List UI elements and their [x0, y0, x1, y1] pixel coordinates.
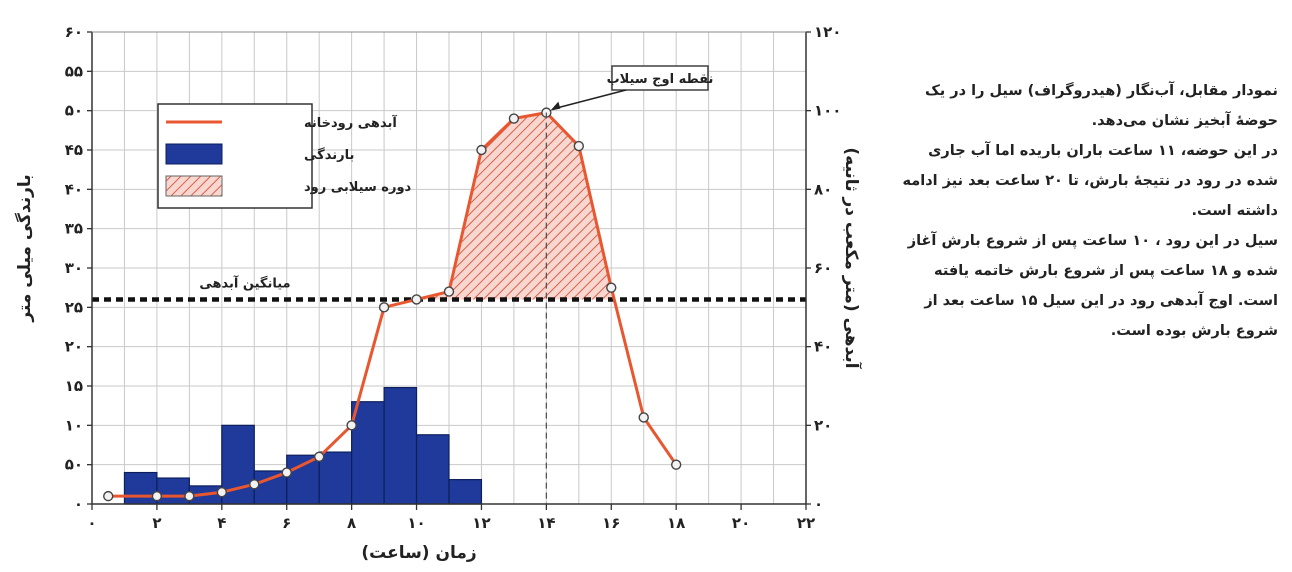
- discharge-path: [108, 111, 678, 498]
- rainfall-bar: [253, 470, 288, 505]
- rainfall-bars: [123, 386, 483, 505]
- x-tick-label: ۰: [87, 514, 96, 532]
- description-text: نمودار مقابل، آب‌نگار (هیدروگراف) سیل را…: [898, 76, 1279, 346]
- discharge-point: [508, 113, 520, 124]
- left-tick-label: ۵۰: [65, 102, 83, 120]
- x-tick-label: ۲۲: [797, 514, 815, 532]
- axes: ۰۵۰۱۰۱۵۲۰۲۵۳۰۳۵۴۰۴۵۵۰۵۵۶۰۰۲۰۴۰۶۰۸۰۱۰۰۱۲۰…: [14, 23, 863, 563]
- x-tick-label: ۱۲: [472, 514, 490, 532]
- rainfall-bar: [448, 479, 483, 505]
- peak-label-box: [611, 65, 709, 91]
- chart-svg: میانگین آبدهی ۰۵۰۱۰۱۵۲۰۲۵۳۰۳۵۴۰۴۵۵۰۵۵۶۰۰…: [14, 23, 863, 563]
- discharge-point: [281, 467, 292, 478]
- x-tick-label: ۱۸: [667, 514, 685, 532]
- description-paragraph-3: سیل در این رود ، ۱۰ ساعت پس از شروع بارش…: [907, 233, 1278, 339]
- mean-discharge-line: میانگین آبدهی: [92, 274, 806, 302]
- left-tick-label: ۲۰: [65, 338, 83, 356]
- discharge-point: [606, 282, 617, 293]
- x-tick-label: ۱۶: [602, 514, 620, 532]
- rainfall-bar: [351, 401, 385, 505]
- right-tick-label: ۸۰: [814, 180, 832, 198]
- description-paragraph-1: نمودار مقابل، آب‌نگار (هیدروگراف) سیل را…: [924, 83, 1278, 129]
- left-tick-label: ۳۰: [65, 259, 83, 277]
- right-axis-title: آبدهی (متر مکعب در ثانیه): [841, 147, 863, 369]
- left-tick-label: ۶۰: [65, 23, 83, 41]
- discharge-point: [346, 420, 357, 431]
- right-tick-label: ۱۰۰: [814, 102, 841, 120]
- legend-swatch-bar: [165, 143, 223, 165]
- rainfall-bar: [156, 477, 190, 505]
- x-tick-label: ۱۴: [537, 514, 555, 532]
- x-axis-title: زمان (ساعت): [361, 543, 476, 563]
- flood-period-area: [416, 112, 615, 300]
- right-tick-label: ۴۰: [814, 338, 832, 356]
- discharge-point: [411, 294, 422, 305]
- grid: [92, 32, 806, 504]
- x-tick-label: ۲: [152, 514, 161, 532]
- discharge-point: [313, 451, 325, 462]
- right-tick-label: ۰: [814, 495, 823, 513]
- x-tick-label: ۶: [282, 514, 291, 532]
- discharge-point: [216, 487, 228, 498]
- discharge-point: [670, 459, 682, 470]
- right-tick-label: ۱۲۰: [814, 23, 841, 41]
- discharge-point: [476, 144, 487, 156]
- discharge-point: [573, 140, 585, 152]
- x-tick-label: ۸: [347, 514, 356, 532]
- left-tick-label: ۵۵: [65, 62, 83, 80]
- left-tick-label: ۳۵: [65, 220, 83, 238]
- legend-label: آبدهی رودخانه: [304, 114, 397, 131]
- left-tick-label: ۴۵: [65, 141, 83, 159]
- right-tick-label: ۲۰: [814, 416, 832, 434]
- annotations: نقطه اوج سیلاب: [545, 65, 714, 504]
- discharge-point: [638, 412, 649, 423]
- legend: آبدهی رودخانه بارندگی دوره سیلابی رود: [157, 103, 412, 209]
- discharge-point: [184, 490, 195, 502]
- discharge-line: [103, 107, 682, 502]
- right-tick-label: ۶۰: [814, 259, 832, 277]
- left-tick-label: ۲۵: [65, 298, 83, 316]
- left-tick-label: ۵۰: [65, 456, 83, 474]
- mean-discharge-label: میانگین آبدهی: [199, 274, 290, 291]
- left-axis-title: بارندگی میلی متر: [14, 174, 35, 322]
- discharge-point: [378, 302, 390, 313]
- rainfall-bar: [383, 386, 418, 505]
- x-tick-label: ۲۰: [732, 514, 750, 532]
- discharge-point: [249, 479, 260, 490]
- flood-period-hatch: [416, 112, 615, 300]
- description-paragraph-2: در این حوضه، ۱۱ ساعت باران باریده اما آب…: [902, 143, 1279, 219]
- peak-arrow-line: [554, 89, 627, 110]
- hydrograph-chart: میانگین آبدهی ۰ ۵۰ ۱۰ ۱۵ ۲۰ ۲۵ ۳۰ ۳۵ ۴۰ ۴۵ ۵۰ ۵۵ ۶۰ ۰…: [14, 23, 863, 563]
- legend-label: دوره سیلابی رود: [304, 180, 412, 195]
- peak-arrow-head: [550, 101, 561, 111]
- x-tick-label: ۱۰: [407, 514, 425, 532]
- left-tick-label: ۰: [74, 495, 83, 513]
- rainfall-bar: [286, 454, 320, 505]
- rainfall-bar: [415, 434, 450, 505]
- rainfall-bar: [123, 471, 158, 505]
- legend-swatch-hatch: [165, 175, 223, 197]
- left-tick-label: ۴۰: [65, 180, 83, 198]
- discharge-point: [443, 286, 455, 297]
- x-tick-label: ۴: [217, 514, 226, 532]
- discharge-point: [151, 490, 163, 502]
- rainfall-bar: [318, 451, 353, 505]
- left-tick-label: ۱۵: [65, 377, 83, 395]
- peak-label: نقطه اوج سیلاب: [607, 72, 714, 87]
- discharge-point: [103, 490, 114, 502]
- left-tick-label: ۱۰: [65, 416, 83, 434]
- legend-label: بارندگی: [304, 147, 354, 163]
